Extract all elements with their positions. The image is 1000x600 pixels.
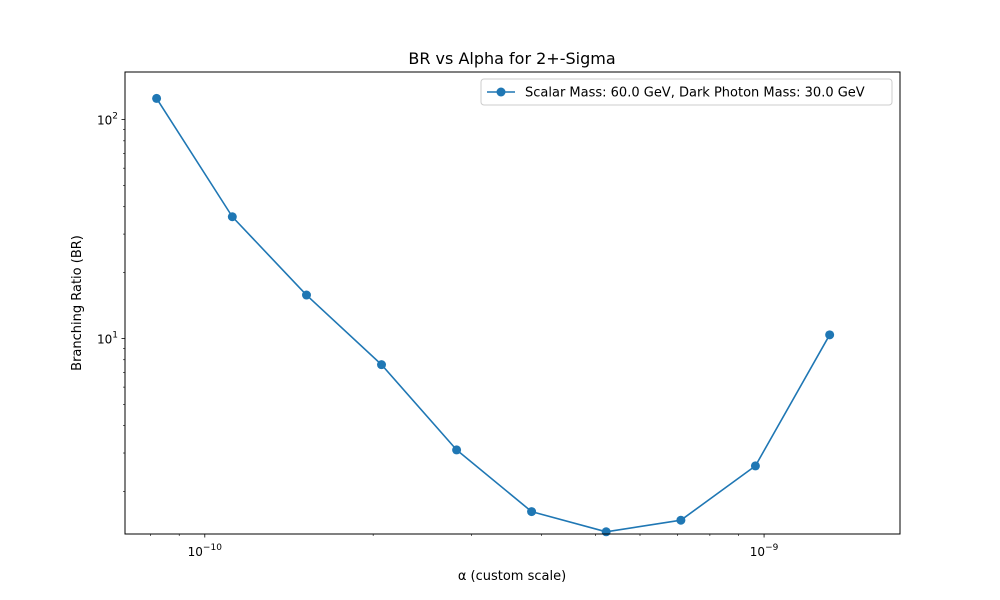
plot-background [125,72,900,534]
data-point [825,330,835,340]
data-point [750,461,760,471]
legend-entry-label: Scalar Mass: 60.0 GeV, Dark Photon Mass:… [525,86,865,101]
series-layer [152,93,835,537]
y-axis-label: Branching Ratio (BR) [70,235,85,371]
data-point [601,527,611,537]
data-point [377,360,387,370]
y-axis: 101 102 [97,112,125,492]
data-point [152,93,162,103]
x-tick-label: 10−9 [750,543,779,559]
data-point [301,290,311,300]
series-line [155,97,831,533]
data-point [676,515,686,525]
x-axis-label: α (custom scale) [458,569,566,584]
plot-frame [124,71,901,535]
legend: Scalar Mass: 60.0 GeV, Dark Photon Mass:… [480,78,893,106]
data-point [527,507,537,517]
data-point [452,445,462,455]
y-tick-label: 101 [97,331,118,347]
legend-box [480,78,893,106]
chart-title: BR vs Alpha for 2+-Sigma [408,49,615,68]
x-tick-label: 10−10 [188,543,223,559]
y-tick-label: 102 [97,112,118,128]
data-point [227,212,237,222]
legend-point-marker [496,87,506,97]
x-axis: 10−10 10−9 [150,534,779,559]
